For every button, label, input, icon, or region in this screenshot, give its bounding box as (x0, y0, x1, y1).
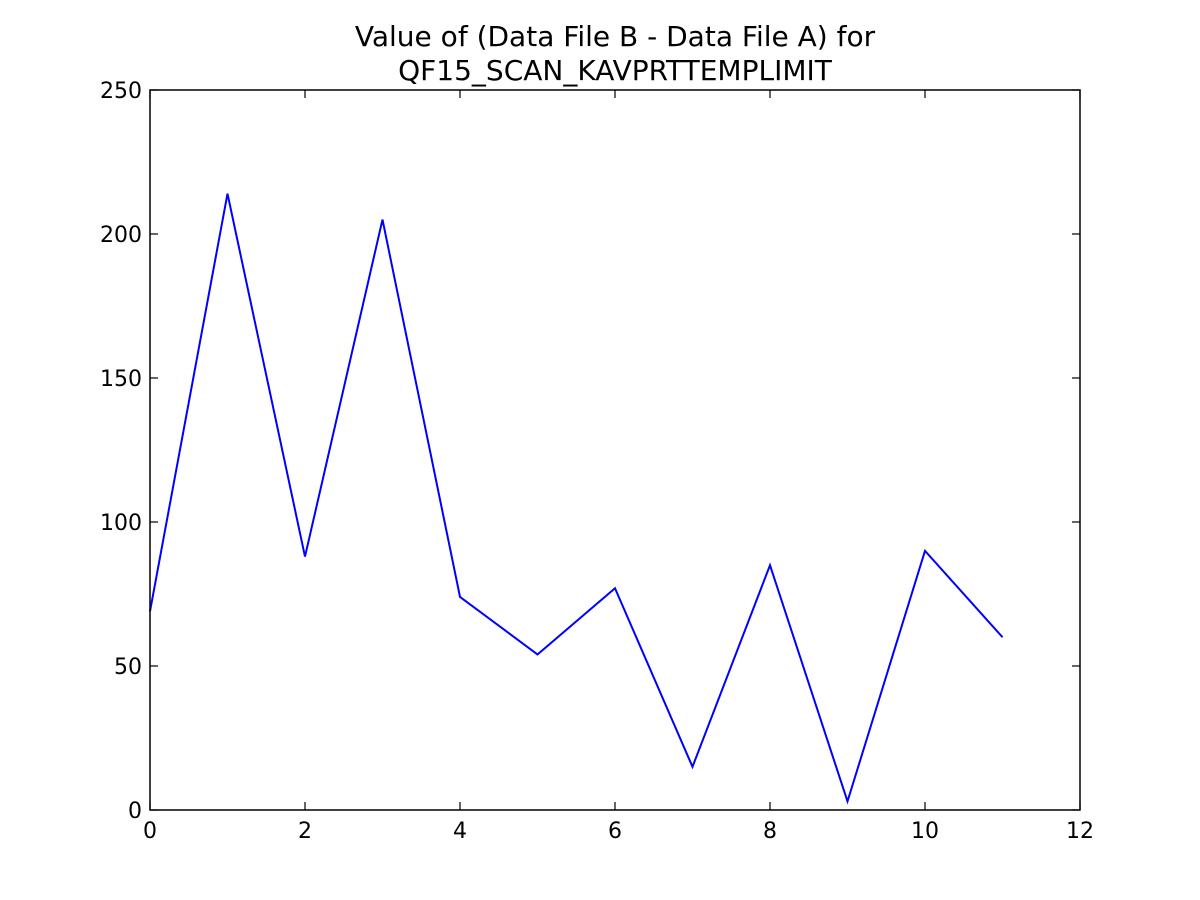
x-tick-label: 0 (143, 819, 157, 844)
x-tick-label: 4 (453, 819, 467, 844)
y-tick-label: 250 (100, 79, 142, 104)
y-tick-label: 50 (114, 655, 142, 680)
y-tick-label: 150 (100, 367, 142, 392)
axis-ticks: 0 2 4 6 8 10 12 0 50 100 150 200 250 (100, 79, 1094, 844)
y-tick-label: 200 (100, 223, 142, 248)
x-tick-label: 2 (298, 819, 312, 844)
x-tick-label: 8 (763, 819, 777, 844)
series-line-0 (149, 193, 1004, 805)
plot-frame (149, 89, 1081, 811)
x-tick-label: 10 (911, 819, 939, 844)
chart-title-line-2: QF15_SCAN_KAVPRTTEMPLIMIT (398, 54, 833, 87)
x-tick-label: 12 (1066, 819, 1094, 844)
y-tick-label: 100 (100, 511, 142, 536)
plot-area (149, 193, 1004, 805)
y-tick-label: 0 (128, 799, 142, 824)
x-tick-label: 6 (608, 819, 622, 844)
chart-title-line-1: Value of (Data File B - Data File A) for (355, 20, 876, 53)
